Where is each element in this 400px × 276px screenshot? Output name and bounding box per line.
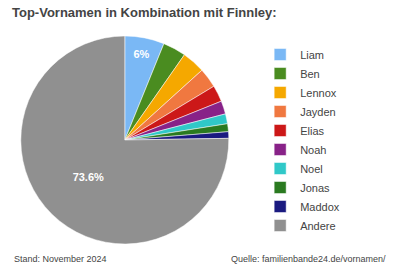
svg-text:Lennox: Lennox: [300, 87, 337, 99]
svg-text:Maddox: Maddox: [300, 201, 340, 213]
svg-text:Elias: Elias: [300, 125, 324, 137]
svg-text:Andere: Andere: [300, 220, 335, 232]
svg-text:Noel: Noel: [300, 163, 323, 175]
svg-text:6%: 6%: [133, 48, 149, 60]
svg-text:Jayden: Jayden: [300, 106, 335, 118]
svg-text:Liam: Liam: [300, 49, 324, 61]
svg-text:Jonas: Jonas: [300, 182, 330, 194]
svg-text:Stand: November 2024: Stand: November 2024: [14, 254, 107, 264]
svg-text:73.6%: 73.6%: [73, 171, 104, 183]
svg-text:Top-Vornamen in Kombination mi: Top-Vornamen in Kombination mit Finnley:: [12, 5, 277, 20]
svg-text:Quelle: familienbande24.de/vor: Quelle: familienbande24.de/vornamen/: [231, 254, 386, 264]
svg-text:Noah: Noah: [300, 144, 326, 156]
svg-text:Ben: Ben: [300, 68, 320, 80]
